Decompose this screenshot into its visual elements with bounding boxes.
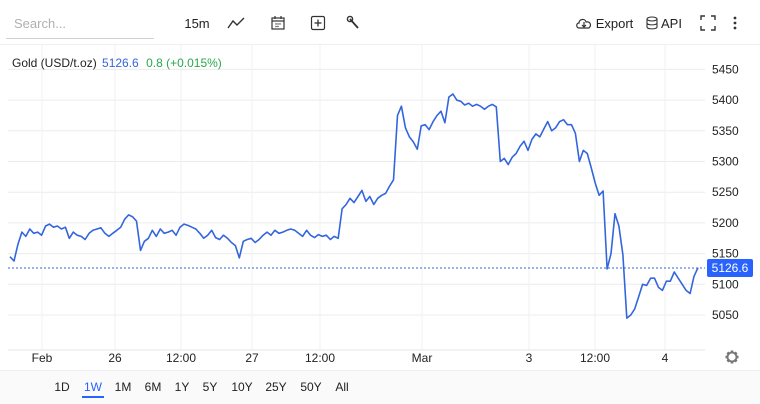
y-tick-label: 5100 bbox=[712, 277, 739, 291]
more-options-button[interactable] bbox=[728, 12, 742, 34]
range-button-50y[interactable]: 50Y bbox=[300, 380, 322, 394]
settings-gear-icon[interactable] bbox=[725, 350, 739, 364]
y-tick-label: 5400 bbox=[712, 93, 739, 107]
range-button-5y[interactable]: 5Y bbox=[202, 380, 218, 394]
range-button-6m[interactable]: 6M bbox=[144, 380, 162, 394]
kebab-menu-icon bbox=[733, 16, 737, 30]
x-tick-label: 3 bbox=[526, 351, 533, 365]
chart-type-button[interactable] bbox=[226, 12, 246, 34]
last-price-badge bbox=[707, 258, 753, 277]
y-tick-label: 5050 bbox=[712, 308, 739, 322]
x-tick-label: Feb bbox=[32, 351, 53, 365]
range-button-1y[interactable]: 1Y bbox=[174, 380, 190, 394]
interval-label: 15m bbox=[184, 15, 210, 31]
x-tick-label: 12:00 bbox=[305, 351, 335, 365]
y-tick-label: 5300 bbox=[712, 155, 739, 169]
tools-button[interactable] bbox=[344, 12, 364, 34]
chart-legend: Gold (USD/t.oz) 5126.6 0.8 (+0.015%) bbox=[12, 56, 222, 70]
price-chart[interactable]: 5050 5100 5150 5200 5250 5300 5350 5400 5450 Feb 2… bbox=[0, 44, 760, 370]
export-label: Export bbox=[595, 15, 634, 31]
y-tick-label: 5150 bbox=[712, 247, 739, 261]
range-button-1w[interactable]: 1W bbox=[82, 378, 104, 398]
add-indicator-button[interactable] bbox=[308, 12, 328, 34]
fullscreen-icon bbox=[700, 15, 716, 31]
toolbar-divider bbox=[0, 44, 760, 45]
range-button-1m[interactable]: 1M bbox=[114, 380, 132, 394]
y-tick-label: 5350 bbox=[712, 124, 739, 138]
database-icon bbox=[646, 16, 658, 30]
wrench-icon bbox=[346, 15, 359, 29]
cloud-download-icon bbox=[575, 18, 591, 29]
calendar-icon bbox=[271, 16, 285, 30]
legend-change: 0.8 (+0.015%) bbox=[146, 56, 222, 70]
search-input[interactable] bbox=[6, 9, 154, 37]
x-tick-label: Mar bbox=[412, 351, 433, 365]
calendar-button[interactable] bbox=[268, 12, 288, 34]
x-tick-label: 4 bbox=[662, 351, 669, 365]
price-line bbox=[9, 93, 699, 319]
search-box[interactable] bbox=[6, 9, 154, 39]
range-button-all[interactable]: All bbox=[335, 380, 349, 394]
plus-box-icon bbox=[310, 15, 326, 31]
line-chart-icon bbox=[227, 17, 245, 29]
legend-price: 5126.6 bbox=[102, 56, 139, 70]
x-tick-label: 12:00 bbox=[580, 351, 610, 365]
x-tick-label: 27 bbox=[245, 351, 259, 365]
last-price-label: 5126.6 bbox=[712, 261, 749, 275]
x-tick-label: 26 bbox=[108, 351, 122, 365]
instrument-name: Gold (USD/t.oz) bbox=[12, 56, 97, 70]
range-selector: 1D 1W 1M 6M 1Y 5Y 10Y 25Y 50Y All bbox=[0, 370, 760, 404]
range-button-10y[interactable]: 10Y bbox=[231, 380, 253, 394]
y-tick-label: 5450 bbox=[712, 62, 739, 76]
api-button[interactable]: API bbox=[646, 12, 682, 34]
y-tick-label: 5250 bbox=[712, 185, 739, 199]
fullscreen-button[interactable] bbox=[698, 12, 718, 34]
toolbar: 15m Export bbox=[0, 0, 760, 44]
api-label: API bbox=[661, 15, 682, 31]
range-button-1d[interactable]: 1D bbox=[54, 380, 70, 394]
range-button-25y[interactable]: 25Y bbox=[265, 380, 287, 394]
x-tick-label: 12:00 bbox=[166, 351, 196, 365]
export-button[interactable]: Export bbox=[574, 12, 634, 34]
y-tick-label: 5200 bbox=[712, 216, 739, 230]
interval-selector[interactable]: 15m bbox=[182, 12, 212, 34]
